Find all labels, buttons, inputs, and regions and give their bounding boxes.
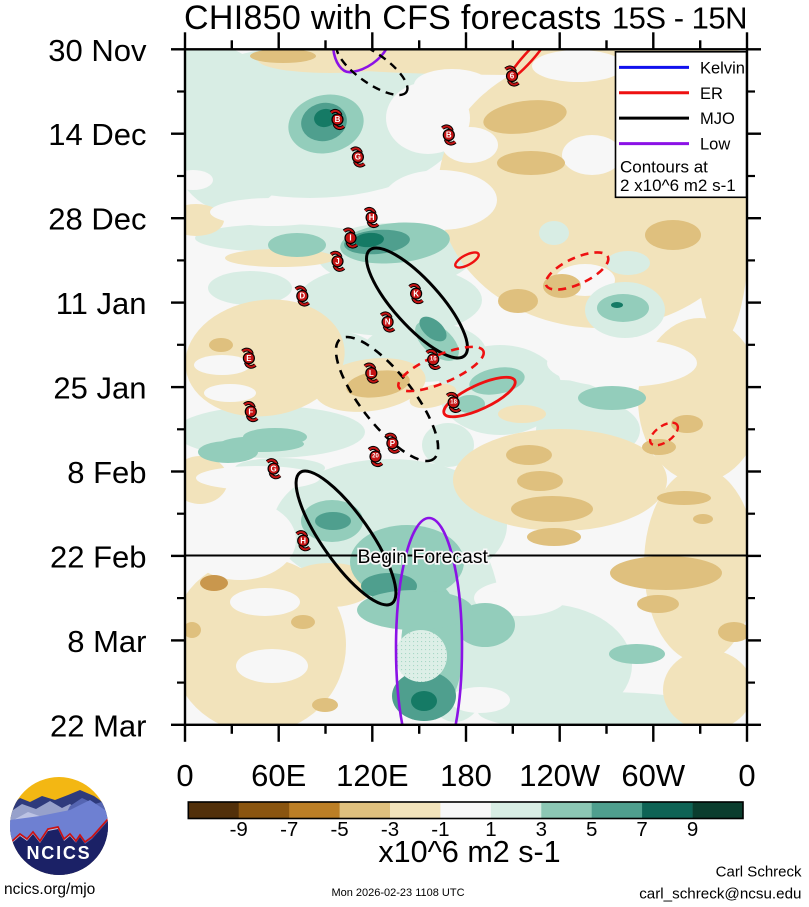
svg-text:8 Mar: 8 Mar xyxy=(67,624,146,659)
svg-text:-5: -5 xyxy=(330,818,348,841)
svg-text:120E: 120E xyxy=(336,758,408,793)
svg-text:60W: 60W xyxy=(621,758,685,793)
svg-text:B: B xyxy=(335,115,341,124)
svg-text:Contours at: Contours at xyxy=(620,158,708,177)
svg-text:22 Feb: 22 Feb xyxy=(50,539,147,574)
svg-text:P: P xyxy=(390,439,396,448)
svg-text:D: D xyxy=(299,292,305,301)
svg-text:B: B xyxy=(446,131,452,140)
svg-text:x10^6 m2 s-1: x10^6 m2 s-1 xyxy=(378,835,560,869)
svg-text:-3: -3 xyxy=(381,818,399,841)
svg-text:28 Dec: 28 Dec xyxy=(48,202,146,237)
svg-text:120W: 120W xyxy=(519,758,601,793)
svg-text:3: 3 xyxy=(536,818,547,841)
svg-text:-7: -7 xyxy=(280,818,298,841)
svg-text:carl_schreck@ncsu.edu: carl_schreck@ncsu.edu xyxy=(639,886,801,903)
svg-text:K: K xyxy=(413,289,419,298)
svg-text:14 Dec: 14 Dec xyxy=(48,117,146,152)
svg-text:Mon 2026-02-23 1108 UTC: Mon 2026-02-23 1108 UTC xyxy=(331,887,464,899)
svg-text:MJO: MJO xyxy=(700,110,735,128)
svg-text:H: H xyxy=(369,213,375,222)
svg-text:22 Mar: 22 Mar xyxy=(50,708,146,743)
svg-text:H: H xyxy=(300,536,306,545)
svg-text:G: G xyxy=(270,464,276,473)
svg-text:F: F xyxy=(248,407,253,416)
svg-text:2 x10^6 m2 s-1: 2 x10^6 m2 s-1 xyxy=(620,176,736,195)
svg-text:-9: -9 xyxy=(230,818,248,841)
svg-text:18: 18 xyxy=(450,400,457,406)
svg-text:6: 6 xyxy=(510,72,515,81)
svg-text:L: L xyxy=(369,369,374,378)
svg-text:16: 16 xyxy=(430,357,437,363)
svg-text:I: I xyxy=(349,234,351,243)
svg-text:60E: 60E xyxy=(251,758,306,793)
svg-text:5: 5 xyxy=(586,818,597,841)
svg-text:-1: -1 xyxy=(431,818,449,841)
svg-text:CHI850 with CFS forecasts: CHI850 with CFS forecasts xyxy=(184,0,602,37)
svg-text:Begin Forecast: Begin Forecast xyxy=(358,546,489,568)
svg-text:J: J xyxy=(335,257,339,266)
svg-text:Carl Schreck: Carl Schreck xyxy=(716,864,802,881)
svg-text:0: 0 xyxy=(176,758,193,793)
svg-text:9: 9 xyxy=(687,818,698,841)
svg-text:20: 20 xyxy=(372,454,379,460)
svg-text:1: 1 xyxy=(485,818,496,841)
svg-text:25 Jan: 25 Jan xyxy=(53,371,146,406)
svg-text:8 Feb: 8 Feb xyxy=(67,455,146,490)
svg-text:30 Nov: 30 Nov xyxy=(48,33,147,68)
svg-text:ncics.org/mjo: ncics.org/mjo xyxy=(4,881,95,898)
svg-text:NCICS: NCICS xyxy=(26,843,91,863)
svg-text:0: 0 xyxy=(738,758,755,793)
svg-text:180: 180 xyxy=(440,758,492,793)
svg-text:7: 7 xyxy=(636,818,647,841)
svg-text:Kelvin: Kelvin xyxy=(700,59,745,77)
svg-text:N: N xyxy=(385,318,391,327)
svg-text:G: G xyxy=(355,153,361,162)
svg-text:11 Jan: 11 Jan xyxy=(56,286,147,321)
svg-text:Low: Low xyxy=(700,136,730,154)
svg-text:15S - 15N: 15S - 15N xyxy=(612,1,747,36)
svg-text:E: E xyxy=(246,354,252,363)
svg-text:ER: ER xyxy=(700,85,723,103)
